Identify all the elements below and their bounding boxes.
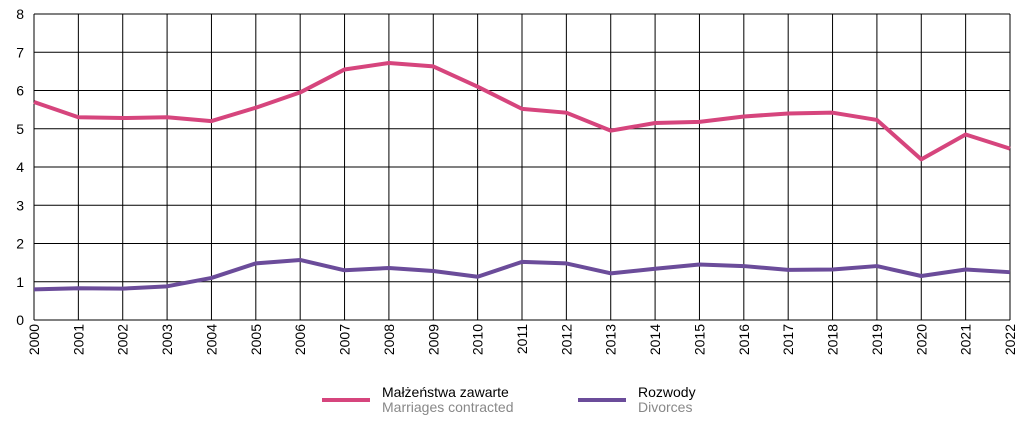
y-tick-label: 3 — [16, 197, 24, 213]
x-tick-label: 2001 — [70, 324, 86, 355]
x-tick-label: 2016 — [736, 324, 752, 355]
x-tick-label: 2009 — [425, 324, 441, 355]
x-tick-label: 2017 — [780, 324, 796, 355]
x-tick-label: 2002 — [115, 324, 131, 355]
x-tick-label: 2008 — [381, 324, 397, 355]
x-tick-label: 2006 — [292, 324, 308, 355]
x-tick-label: 2003 — [159, 324, 175, 355]
legend-label: Małżeństwa zawarte — [382, 384, 509, 400]
x-tick-label: 2015 — [691, 324, 707, 355]
y-tick-label: 2 — [16, 236, 24, 252]
x-tick-label: 2018 — [825, 324, 841, 355]
legend-label: Rozwody — [638, 384, 696, 400]
x-tick-label: 2013 — [603, 324, 619, 355]
x-tick-label: 2019 — [869, 324, 885, 355]
x-tick-label: 2000 — [26, 324, 42, 355]
data-line — [33, 60, 1011, 162]
y-tick-label: 5 — [16, 121, 24, 137]
x-tick-label: 2014 — [647, 324, 663, 355]
y-tick-label: 1 — [16, 274, 24, 290]
x-tick-label: 2007 — [337, 324, 353, 355]
data-line — [33, 257, 1011, 292]
legend-label-en: Marriages contracted — [382, 399, 514, 415]
y-tick-label: 0 — [16, 312, 24, 328]
y-tick-label: 4 — [16, 159, 24, 175]
x-tick-label: 2021 — [958, 324, 974, 355]
y-tick-label: 6 — [16, 83, 24, 99]
x-tick-label: 2022 — [1002, 324, 1018, 355]
y-tick-label: 8 — [16, 6, 24, 22]
x-tick-label: 2010 — [470, 324, 486, 355]
x-tick-label: 2004 — [203, 324, 219, 355]
x-tick-label: 2011 — [514, 324, 530, 354]
x-tick-label: 2012 — [558, 324, 574, 355]
x-tick-label: 2005 — [248, 324, 264, 355]
y-tick-label: 7 — [16, 44, 24, 60]
legend-label-en: Divorces — [638, 399, 692, 415]
x-tick-label: 2020 — [913, 324, 929, 355]
